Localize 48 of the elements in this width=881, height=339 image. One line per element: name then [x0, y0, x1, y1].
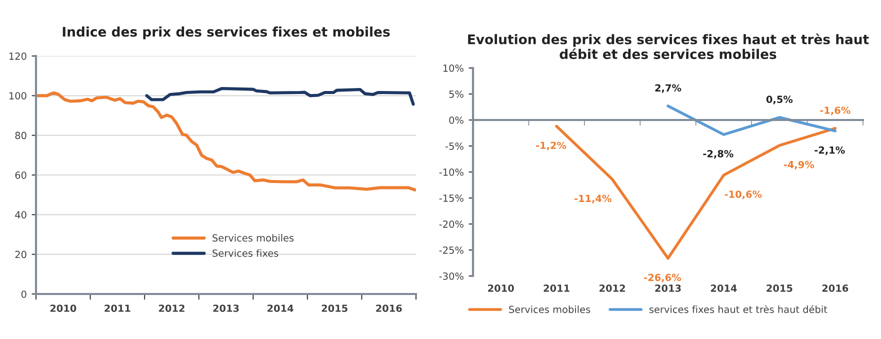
data-label: -4,9% [784, 160, 814, 170]
x-tick-label: 2015 [766, 284, 792, 292]
line-series [145, 86, 415, 106]
y-tick-label: -15% [439, 194, 464, 202]
y-tick-label: 60 [15, 171, 26, 179]
y-tick-label: 40 [15, 211, 26, 218]
x-tick-label: 2015 [322, 304, 348, 312]
chart-title: Evolution des prix des services fixes haut et très haut débit et des services mobiles [468, 34, 869, 60]
y-tick-label: 120 [9, 52, 26, 60]
x-tick-label: 2010 [488, 284, 514, 292]
y-tick-label: 10% [443, 64, 464, 72]
legend-label: Services fixes [212, 249, 278, 257]
line-series [36, 91, 416, 192]
x-tick-label: 2011 [104, 304, 130, 312]
x-tick-label: 2016 [376, 304, 402, 312]
x-tick-label: 2013 [213, 304, 239, 312]
data-label: -11,4% [574, 194, 612, 204]
y-tick-label: -10% [439, 168, 464, 176]
chart-title: Indice des prix des services fixes et mobiles [62, 26, 390, 40]
data-label: -2,1% [814, 146, 845, 155]
x-tick-label: 2010 [50, 304, 76, 312]
data-label: -1,2% [536, 142, 566, 150]
data-label: -26,6% [644, 274, 682, 282]
data-label: 0,5% [766, 96, 793, 104]
legend-label: services fixes haut et très haut débit [649, 305, 828, 314]
y-tick-label: -25% [439, 246, 464, 254]
y-tick-label: -30% [439, 272, 464, 280]
x-tick-label: 2016 [822, 284, 848, 292]
x-tick-label: 2014 [710, 284, 737, 292]
x-tick-label: 2012 [158, 304, 184, 312]
legend-label: Services mobiles [509, 306, 590, 314]
x-tick-label: 2013 [655, 284, 681, 292]
x-tick-label: 2014 [268, 304, 294, 312]
y-tick-label: 20 [15, 250, 26, 258]
y-tick-label: 80 [15, 132, 26, 140]
data-label: -1,6% [820, 106, 850, 116]
y-tick-label: 5% [449, 90, 464, 98]
legend-label: Services mobiles [212, 234, 294, 242]
data-label: 2,7% [655, 84, 682, 93]
y-tick-label: -20% [439, 220, 464, 228]
data-label: -10,6% [724, 190, 762, 200]
y-tick-label: 0% [449, 116, 464, 124]
data-label: -2,8% [703, 150, 734, 159]
y-tick-label: 0 [21, 290, 26, 298]
y-tick-label: -5% [446, 142, 464, 150]
x-tick-label: 2011 [544, 284, 570, 292]
x-tick-label: 2012 [600, 284, 625, 292]
y-tick-label: 100 [9, 92, 26, 100]
